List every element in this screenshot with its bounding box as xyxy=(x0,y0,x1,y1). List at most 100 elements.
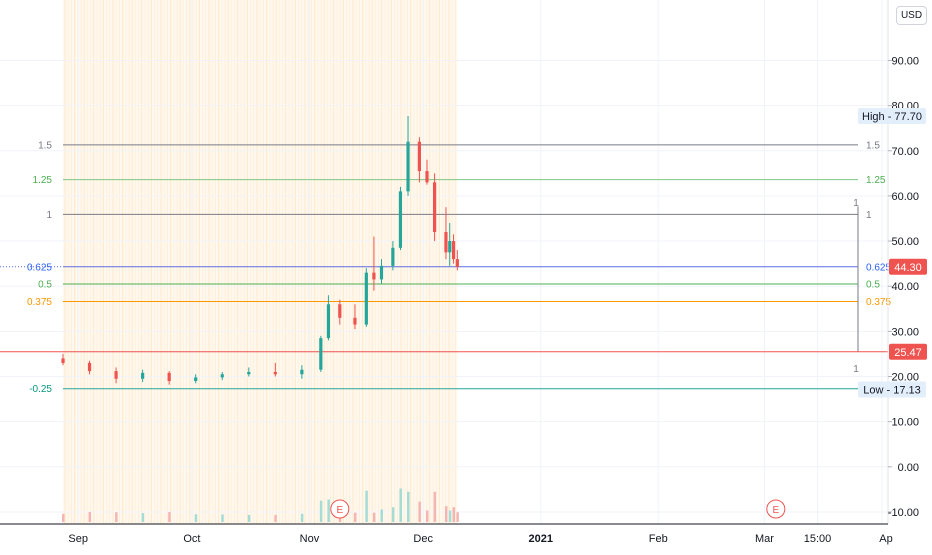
candle-body[interactable] xyxy=(61,358,65,363)
fib-level-label-left: 0.625 xyxy=(27,262,52,273)
x-tick-label[interactable]: Nov xyxy=(300,533,320,545)
earnings-marker-label: E xyxy=(336,505,343,516)
volume-bar xyxy=(141,513,145,522)
y-tick-label[interactable]: 50.00 xyxy=(891,236,919,248)
candle-body[interactable] xyxy=(391,247,395,266)
candle-body[interactable] xyxy=(406,141,410,192)
fib-level-label-left: 1.5 xyxy=(38,140,52,151)
earnings-marker[interactable] xyxy=(766,499,786,519)
candle-body[interactable] xyxy=(141,372,145,379)
high-price-label-bg xyxy=(858,107,926,124)
volume-bar xyxy=(319,500,323,522)
volume-bar xyxy=(372,512,376,522)
x-tick-label[interactable]: Mar xyxy=(755,533,774,545)
fib-level-label-left: -0.25 xyxy=(29,384,52,395)
candle-body[interactable] xyxy=(448,241,452,253)
candle-body[interactable] xyxy=(167,372,171,382)
last-price-label: 44.30 xyxy=(894,262,922,274)
candle-body[interactable] xyxy=(379,265,384,280)
fib-level-label-right: 1 xyxy=(866,210,872,221)
x-tick-label[interactable]: 2021 xyxy=(529,533,553,545)
candle-body[interactable] xyxy=(338,304,342,318)
fib-level-label-right: 1.25 xyxy=(866,175,886,186)
volume-bar xyxy=(433,491,437,522)
volume-bar xyxy=(168,512,171,522)
axes[interactable]: 90.0080.0070.0060.0050.0040.0030.0020.00… xyxy=(0,0,919,545)
fib-level-label-right: 0.5 xyxy=(866,279,880,290)
candles[interactable] xyxy=(61,115,459,522)
low-price-label-bg xyxy=(858,381,926,398)
candle-body[interactable] xyxy=(444,232,448,253)
volume-bar xyxy=(221,514,224,522)
x-tick-label[interactable]: Dec xyxy=(413,533,433,545)
candle-body[interactable] xyxy=(398,191,403,248)
candle-body[interactable] xyxy=(247,371,251,375)
y-tick-label[interactable]: 0.00 xyxy=(898,462,919,474)
candle-body[interactable] xyxy=(326,304,331,339)
candle-body[interactable] xyxy=(432,182,437,233)
volume-bar xyxy=(300,513,304,522)
earnings-marker-label: E xyxy=(772,505,779,516)
x-tick-label[interactable]: Feb xyxy=(649,533,668,545)
y-tick-label[interactable]: 60.00 xyxy=(891,191,919,203)
volume-bar xyxy=(456,512,459,522)
x-tick-label[interactable]: Ap xyxy=(879,533,892,545)
high-price-label: High - 77.70 xyxy=(862,111,922,123)
candle-body[interactable] xyxy=(319,338,323,370)
x-tick-label[interactable]: 15:00 xyxy=(804,533,832,545)
volume-bar xyxy=(452,507,456,522)
candle-body[interactable] xyxy=(273,371,277,375)
fib-level-label-left: 0.5 xyxy=(38,279,52,290)
volume-bar xyxy=(247,514,251,522)
fib-level-label-left: 0.375 xyxy=(27,297,52,308)
volume-bar xyxy=(407,491,410,522)
candle-body[interactable] xyxy=(114,371,118,379)
candle-body[interactable] xyxy=(372,272,376,280)
volume-bar xyxy=(444,506,448,522)
y-tick-label[interactable]: 40.00 xyxy=(891,281,919,293)
candle-body[interactable] xyxy=(425,171,429,183)
candle-body[interactable] xyxy=(87,362,92,372)
reference-price-label-bg xyxy=(889,343,927,360)
candle-body[interactable] xyxy=(300,369,304,375)
candle-body[interactable] xyxy=(364,272,368,325)
volume-bar xyxy=(62,513,65,522)
x-tick-label[interactable]: Sep xyxy=(68,533,88,545)
reference-price-label: 25.47 xyxy=(894,347,922,359)
candle-body[interactable] xyxy=(194,377,198,382)
x-tick-label[interactable]: Oct xyxy=(183,533,200,545)
volume-bar xyxy=(399,488,402,522)
y-tick-label[interactable]: 70.00 xyxy=(891,146,919,158)
y-tick-label[interactable]: 10.00 xyxy=(891,417,919,429)
candle-body[interactable] xyxy=(220,374,224,378)
candle-body[interactable] xyxy=(455,259,459,267)
candle-body[interactable] xyxy=(353,317,357,325)
volume-bar xyxy=(448,510,452,522)
volume-bar xyxy=(365,490,368,522)
grid xyxy=(0,0,888,524)
fib-level-label-right: 1.5 xyxy=(866,140,880,151)
y-tick-label[interactable]: -10.00 xyxy=(888,507,919,519)
fib-level-label-right: 0.375 xyxy=(866,297,891,308)
volume-bar xyxy=(274,514,277,522)
y-tick-label[interactable]: 20.00 xyxy=(891,372,919,384)
currency-button[interactable]: USD xyxy=(896,6,927,25)
y-tick-label[interactable]: 90.00 xyxy=(891,55,919,67)
volume-bar xyxy=(327,499,330,522)
volume-bar xyxy=(88,512,92,522)
y-tick-label[interactable]: 30.00 xyxy=(891,326,919,338)
earnings-marker[interactable] xyxy=(330,499,350,519)
low-price-label: Low - 17.13 xyxy=(863,384,920,396)
fib-level-label-left: 1.25 xyxy=(33,175,53,186)
last-price-label-bg xyxy=(889,258,927,275)
volume-bar xyxy=(391,507,395,522)
volume-bar xyxy=(418,501,421,522)
volume-bar xyxy=(426,510,429,522)
candle-body[interactable] xyxy=(417,141,422,172)
fib-anchor-label: 1 xyxy=(853,364,859,375)
candle-body[interactable] xyxy=(451,241,456,260)
